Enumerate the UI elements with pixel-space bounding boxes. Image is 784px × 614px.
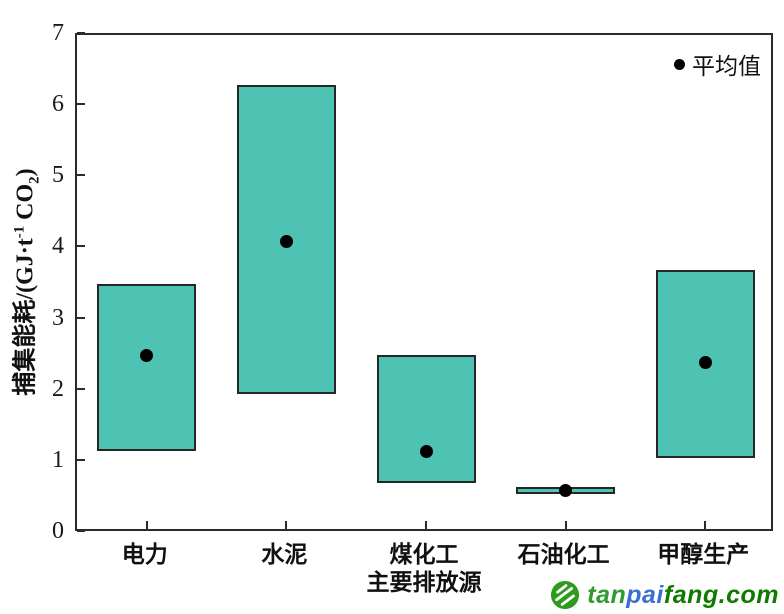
y-axis-title: 捕集能耗/(GJ·t-1 CO2) — [5, 168, 44, 395]
y-tick — [77, 458, 85, 461]
y-tick — [77, 245, 85, 248]
y-tick — [77, 32, 85, 34]
x-category-label: 电力 — [121, 542, 168, 567]
y-tick-label: 4 — [52, 233, 64, 260]
y-tick-label: 0 — [52, 518, 64, 544]
x-tick — [564, 521, 567, 529]
x-category-label: 甲醇生产 — [657, 542, 750, 567]
y-tick-label: 3 — [52, 304, 64, 331]
plot-area: 平均值 — [75, 32, 773, 532]
mean-dot — [698, 355, 712, 369]
y-tick-label: 5 — [52, 162, 64, 189]
mean-dot — [559, 483, 573, 497]
watermark-text-part: fang.com — [663, 580, 779, 609]
mean-dot — [279, 234, 293, 248]
x-tick — [145, 521, 148, 529]
mean-dot — [140, 348, 154, 362]
y-tick — [77, 103, 85, 106]
x-tick — [704, 521, 707, 529]
y-tick — [77, 316, 85, 319]
legend-label: 平均值 — [692, 54, 761, 79]
range-bar — [376, 355, 476, 484]
watermark: tanpaifang.com — [550, 580, 779, 610]
x-category-label: 石油化工 — [517, 542, 610, 567]
y-tick-label: 1 — [52, 446, 64, 473]
x-axis-title: 主要排放源 — [366, 570, 482, 595]
watermark-text: tanpaifang.com — [587, 581, 779, 610]
legend: 平均值 — [674, 47, 761, 81]
watermark-text-part: pai — [626, 580, 664, 609]
range-bar — [655, 269, 755, 459]
y-tick-label: 2 — [52, 375, 64, 402]
tanpaifang-logo-icon — [551, 580, 580, 610]
range-bar — [97, 284, 197, 452]
x-category-label: 水泥 — [261, 542, 308, 567]
y-tick-label: 7 — [52, 20, 64, 46]
mean-dot — [419, 444, 433, 458]
y-tick — [77, 530, 85, 532]
y-tick — [77, 174, 85, 177]
mean-legend-marker-icon — [674, 58, 685, 70]
x-tick — [425, 521, 427, 529]
x-tick — [285, 521, 288, 529]
x-category-label: 煤化工 — [389, 542, 459, 567]
y-tick-label: 6 — [52, 91, 64, 118]
y-tick — [77, 387, 85, 390]
watermark-text-part: tan — [587, 580, 627, 609]
